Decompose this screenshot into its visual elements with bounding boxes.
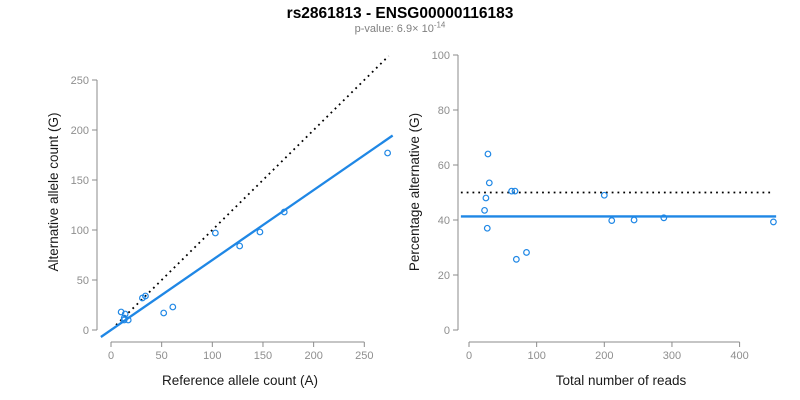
data-point [236, 242, 244, 250]
y-tick-label: 100 [71, 225, 89, 237]
y-tick-label: 100 [432, 50, 450, 62]
y-tick-label: 50 [77, 275, 89, 287]
x-tick-label: 150 [254, 350, 272, 362]
x-tick-label: 50 [156, 350, 168, 362]
subtitle-pvalue: p-value: 6.9× 10-14 [0, 20, 800, 36]
data-point [169, 303, 177, 311]
data-point [630, 216, 638, 224]
data-point [160, 309, 168, 317]
y-axis-title: Alternative allele count (G) [46, 112, 61, 271]
y-tick-label: 60 [438, 160, 450, 172]
scatter-plot-left: 0 50 100 150 200 250 0 50 100 150 200 250 Reference … [46, 55, 394, 388]
x-tick-label: 200 [595, 350, 613, 362]
data-point [600, 191, 608, 199]
x-tick-label: 100 [527, 350, 545, 362]
data-point [481, 206, 488, 214]
x-tick-label: 400 [730, 350, 748, 362]
x-axis-title: Reference allele count (A) [162, 373, 318, 388]
data-point [384, 149, 392, 157]
y-tick-label: 0 [83, 325, 89, 337]
y-tick-label: 80 [438, 105, 450, 117]
y-tick-label: 150 [71, 175, 89, 187]
data-point [523, 249, 530, 256]
identity-reference-line [115, 55, 390, 326]
page-title: rs2861813 - ENSG00000116183 [286, 5, 514, 22]
x-tick-label: 200 [304, 350, 322, 362]
pvalue-text: p-value: 6.9× 10 [354, 23, 434, 35]
data-point [124, 316, 132, 324]
y-tick-label: 0 [444, 325, 450, 337]
data-point [770, 218, 777, 226]
x-tick-label: 0 [108, 350, 114, 362]
data-point [608, 217, 616, 224]
data-point [120, 316, 128, 324]
y-tick-label: 250 [71, 75, 89, 87]
data-point [485, 179, 493, 187]
scatter-plot-right: 0 20 40 60 80 100 0 100 200 300 400 Total number of… [407, 50, 777, 388]
data-point [483, 224, 491, 232]
data-point [256, 228, 264, 236]
pvalue-exponent: -14 [433, 20, 446, 30]
x-tick-label: 100 [203, 350, 221, 362]
data-point [211, 229, 219, 237]
x-tick-label: 0 [466, 350, 472, 362]
data-point [280, 208, 288, 216]
y-tick-label: 200 [71, 125, 89, 137]
x-tick-label: 300 [663, 350, 681, 362]
data-point [484, 150, 492, 158]
y-tick-label: 40 [438, 215, 450, 227]
data-point [482, 194, 490, 202]
data-point [142, 292, 149, 300]
x-tick-label: 250 [355, 350, 373, 362]
y-axis-title: Percentage alternative (G) [407, 113, 422, 271]
x-axis-title: Total number of reads [556, 373, 687, 388]
fit-line [100, 134, 394, 338]
data-point [660, 214, 668, 222]
data-point [511, 187, 519, 195]
data-point [512, 255, 520, 263]
y-tick-label: 20 [438, 270, 450, 282]
data-point [508, 187, 516, 195]
